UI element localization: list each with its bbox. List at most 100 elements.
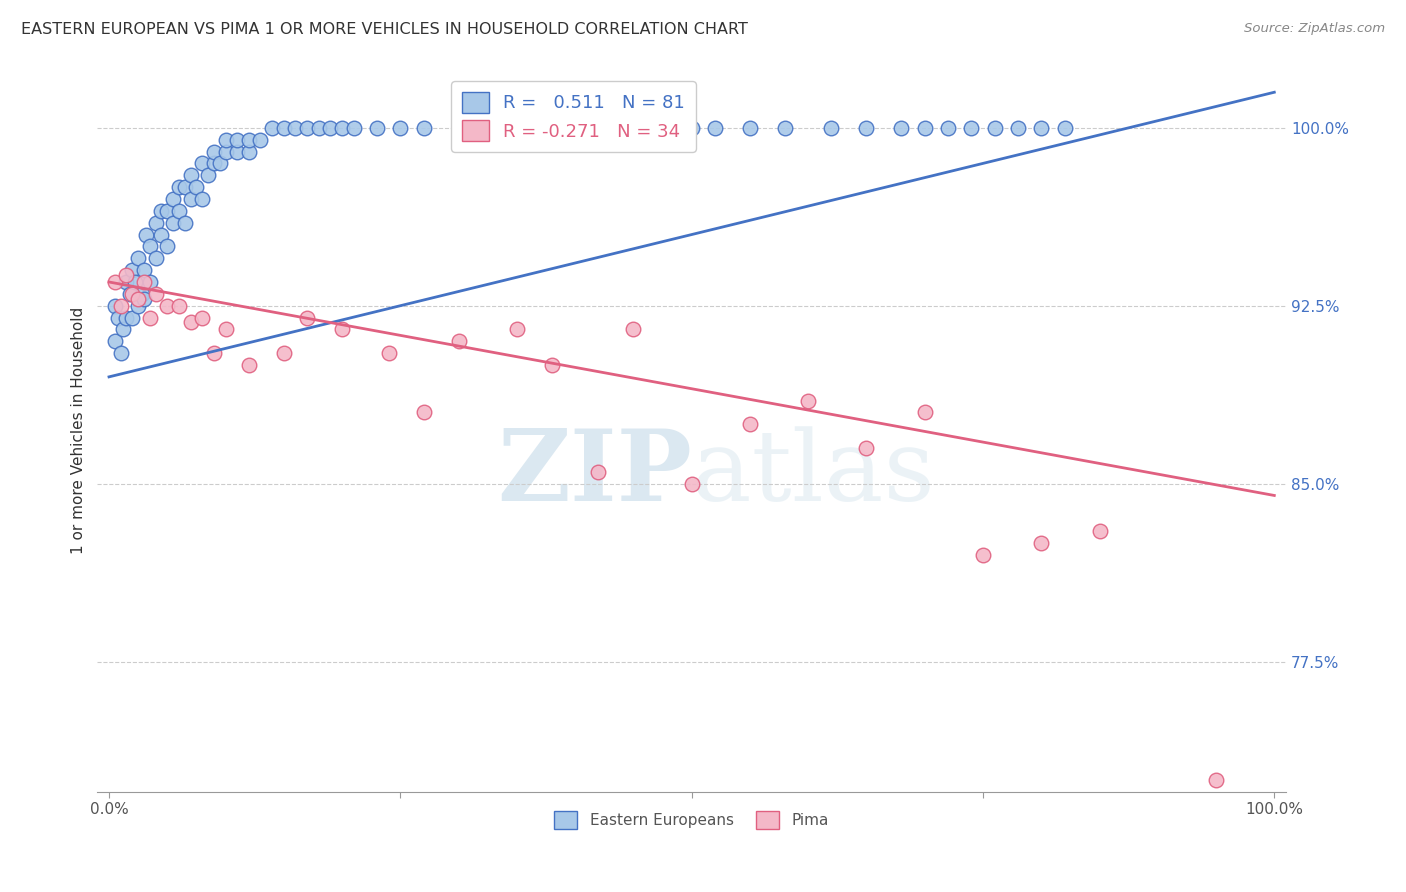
Point (110, 299, 132, 313)
Point (540, 120, 562, 135)
Y-axis label: 1 or more Vehicles in Household: 1 or more Vehicles in Household (72, 307, 86, 554)
Point (319, 120, 342, 135)
Point (366, 120, 388, 135)
Point (1088, 524, 1111, 538)
Point (110, 346, 132, 360)
Point (145, 252, 167, 266)
Point (132, 263, 155, 277)
Point (121, 286, 143, 301)
Point (107, 310, 129, 325)
Point (621, 322, 644, 336)
Point (588, 465, 610, 479)
Point (1205, 773, 1227, 788)
Point (447, 120, 470, 135)
Point (249, 133, 271, 147)
Point (389, 120, 412, 135)
Legend: Eastern Europeans, Pima: Eastern Europeans, Pima (548, 805, 835, 835)
Point (135, 227, 157, 242)
Point (167, 180, 190, 194)
Point (139, 239, 162, 253)
Point (186, 180, 208, 194)
Point (610, 120, 633, 135)
Point (506, 322, 529, 336)
Point (681, 476, 703, 491)
Point (412, 405, 434, 419)
Point (273, 120, 295, 135)
Point (471, 120, 494, 135)
Point (681, 120, 703, 135)
Point (132, 275, 155, 289)
Point (167, 299, 190, 313)
Point (173, 216, 195, 230)
Point (115, 310, 138, 325)
Point (1031, 120, 1053, 135)
Point (343, 120, 366, 135)
Point (118, 286, 141, 301)
Point (121, 310, 143, 325)
Point (972, 548, 994, 562)
Point (145, 216, 167, 230)
Point (1007, 120, 1029, 135)
Point (983, 120, 1005, 135)
Point (238, 145, 260, 159)
Point (202, 145, 225, 159)
Point (124, 275, 146, 289)
Point (226, 133, 249, 147)
Point (308, 120, 330, 135)
Point (127, 299, 149, 313)
Text: Source: ZipAtlas.com: Source: ZipAtlas.com (1244, 22, 1385, 36)
Text: ZIP: ZIP (496, 425, 692, 522)
Point (115, 275, 138, 289)
Point (540, 358, 562, 372)
Point (162, 216, 184, 230)
Point (191, 192, 214, 206)
Point (330, 120, 353, 135)
Text: atlas: atlas (692, 425, 935, 522)
Text: EASTERN EUROPEAN VS PIMA 1 OR MORE VEHICLES IN HOUSEHOLD CORRELATION CHART: EASTERN EUROPEAN VS PIMA 1 OR MORE VEHIC… (21, 22, 748, 37)
Point (167, 203, 190, 218)
Point (412, 120, 434, 135)
Point (960, 120, 983, 135)
Point (914, 405, 936, 419)
Point (180, 168, 202, 182)
Point (284, 120, 307, 135)
Point (131, 286, 153, 301)
Point (150, 203, 173, 218)
Point (773, 120, 796, 135)
Point (191, 156, 214, 170)
Point (506, 120, 529, 135)
Point (330, 322, 353, 336)
Point (202, 346, 225, 360)
Point (295, 120, 318, 135)
Point (145, 286, 167, 301)
Point (238, 133, 260, 147)
Point (104, 334, 127, 349)
Point (214, 133, 236, 147)
Point (162, 192, 184, 206)
Point (238, 358, 260, 372)
Point (820, 120, 842, 135)
Point (150, 227, 173, 242)
Point (936, 120, 959, 135)
Point (914, 120, 936, 135)
Point (197, 168, 219, 182)
Point (704, 120, 727, 135)
Point (295, 310, 318, 325)
Point (855, 120, 877, 135)
Point (262, 120, 284, 135)
Point (226, 145, 249, 159)
Point (738, 417, 761, 432)
Point (104, 275, 127, 289)
Point (273, 346, 295, 360)
Point (890, 120, 912, 135)
Point (447, 334, 470, 349)
Point (115, 268, 138, 282)
Point (1053, 120, 1076, 135)
Point (139, 275, 162, 289)
Point (1031, 536, 1053, 550)
Point (139, 310, 162, 325)
Point (634, 120, 657, 135)
Point (132, 292, 155, 306)
Point (156, 239, 179, 253)
Point (121, 263, 143, 277)
